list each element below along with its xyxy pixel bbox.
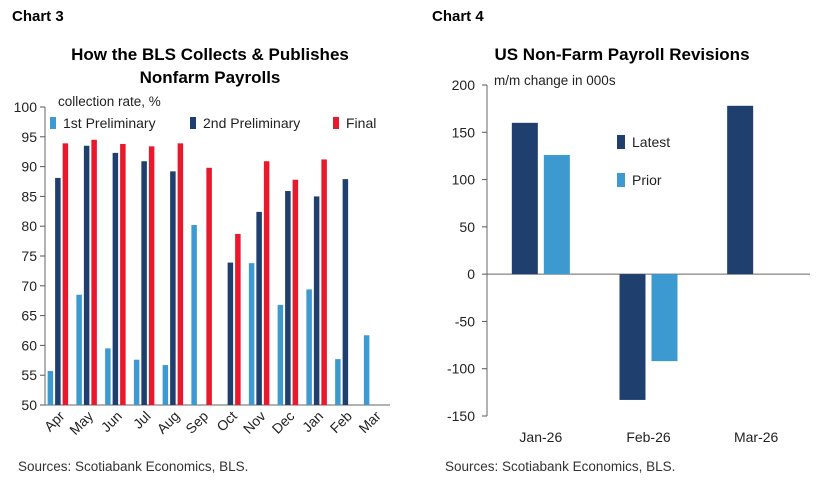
bar-final-oct: [235, 233, 241, 405]
bar-final-may: [91, 139, 97, 405]
bar-2nd-preliminary-nov: [256, 211, 262, 405]
bar-1st-preliminary-jun: [105, 348, 111, 405]
bar-1st-preliminary-nov: [248, 263, 255, 405]
y-tick-label: 80: [21, 218, 37, 234]
bar-2nd-preliminary-jan: [313, 196, 320, 405]
y-tick-label: 150: [452, 124, 476, 140]
legend-swatch-prior: [617, 173, 625, 187]
y-tick-label: 60: [21, 337, 37, 353]
chart3-title: How the BLS Collects & Publishes Nonfarm…: [20, 43, 400, 89]
chart3-label: Chart 3: [12, 8, 64, 25]
chart4-label: Chart 4: [432, 8, 484, 25]
y-tick-label: 100: [14, 99, 38, 115]
y-axis-label: collection rate, %: [58, 94, 161, 109]
y-tick-label: 0: [467, 266, 475, 282]
bar-1st-preliminary-jan: [306, 289, 312, 405]
x-tick-label: Feb-26: [626, 429, 671, 445]
y-tick-label: 50: [21, 397, 37, 413]
y-tick-label: 55: [21, 367, 37, 383]
legend-label-1st-preliminary: 1st Preliminary: [63, 115, 156, 131]
y-tick-label: 75: [21, 248, 37, 264]
bar-1st-preliminary-may: [76, 294, 82, 405]
y-axis-label: m/m change in 000s: [494, 73, 616, 88]
chart4-plot: -150 -100 -50 0 50 100 150 200 m/m change in 000…: [447, 73, 810, 445]
legend-label-prior: Prior: [632, 172, 662, 188]
bar-1st-preliminary-mar: [363, 335, 370, 405]
y-tick-label: 200: [452, 77, 476, 93]
bar-2nd-preliminary-dec: [285, 191, 291, 405]
y-tick-label: -50: [455, 313, 475, 329]
y-tick-label: 95: [21, 129, 37, 145]
chart3-plot: 50 55 60 65 70 75 80 85 90 95 100 collection rate, …: [14, 94, 390, 438]
bar-final-dec: [292, 179, 299, 405]
bar-final-sep: [206, 167, 212, 405]
bar-2nd-preliminary-apr: [55, 177, 61, 405]
y-tick-label: -100: [447, 361, 475, 377]
legend-swatch-2nd-preliminary: [190, 117, 196, 129]
bar-2nd-preliminary-oct: [227, 262, 234, 405]
y-tick-label: 65: [21, 308, 37, 324]
legend-label-2nd-preliminary: 2nd Preliminary: [203, 115, 300, 131]
bar-2nd-preliminary-jun: [112, 152, 119, 405]
bar-2nd-preliminary-may: [83, 145, 90, 406]
bar-final-aug: [177, 143, 184, 405]
bar-final-jun: [120, 143, 126, 405]
chart3-title-line2: Nonfarm Payrolls: [139, 68, 281, 87]
legend-swatch-final: [333, 117, 339, 129]
bar-2nd-preliminary-feb: [342, 179, 349, 405]
bar-final-jul: [148, 146, 155, 405]
bar-1st-preliminary-sep: [191, 225, 197, 405]
y-tick-label: 85: [21, 188, 37, 204]
bar-final-apr: [62, 143, 69, 405]
bar-2nd-preliminary-aug: [170, 171, 176, 405]
bar-2nd-preliminary-jul: [141, 161, 147, 405]
y-tick-label: -150: [447, 408, 475, 424]
bar-latest-jan-26: [511, 122, 538, 275]
bar-latest-feb-26: [619, 274, 646, 400]
y-tick-label: 90: [21, 159, 37, 175]
y-tick-label: 50: [459, 219, 475, 235]
bar-1st-preliminary-dec: [277, 304, 284, 405]
legend-swatch-1st-preliminary: [50, 117, 56, 129]
x-tick-label: Mar-26: [734, 429, 779, 445]
bar-1st-preliminary-apr: [47, 371, 54, 405]
bar-final-jan: [321, 159, 327, 405]
legend-label-final: Final: [346, 115, 376, 131]
y-tick-label: 100: [452, 172, 476, 188]
bar-latest-mar-26: [727, 105, 754, 275]
bar-prior-jan-26: [543, 154, 570, 275]
chart3-title-line1: How the BLS Collects & Publishes: [71, 45, 349, 64]
legend-label-latest: Latest: [632, 134, 670, 150]
bar-1st-preliminary-aug: [162, 365, 169, 405]
bar-prior-feb-26: [651, 274, 678, 362]
y-tick-label: 70: [21, 278, 37, 294]
chart3-source: Sources: Scotiabank Economics, BLS.: [18, 459, 249, 474]
bar-1st-preliminary-jul: [133, 359, 140, 405]
chart4-title: US Non-Farm Payroll Revisions: [494, 45, 750, 64]
legend-swatch-latest: [617, 135, 625, 149]
bar-final-nov: [263, 161, 270, 405]
x-tick-label: Jan-26: [519, 429, 562, 445]
bar-1st-preliminary-feb: [335, 359, 341, 405]
chart4-source: Sources: Scotiabank Economics, BLS.: [445, 459, 676, 474]
